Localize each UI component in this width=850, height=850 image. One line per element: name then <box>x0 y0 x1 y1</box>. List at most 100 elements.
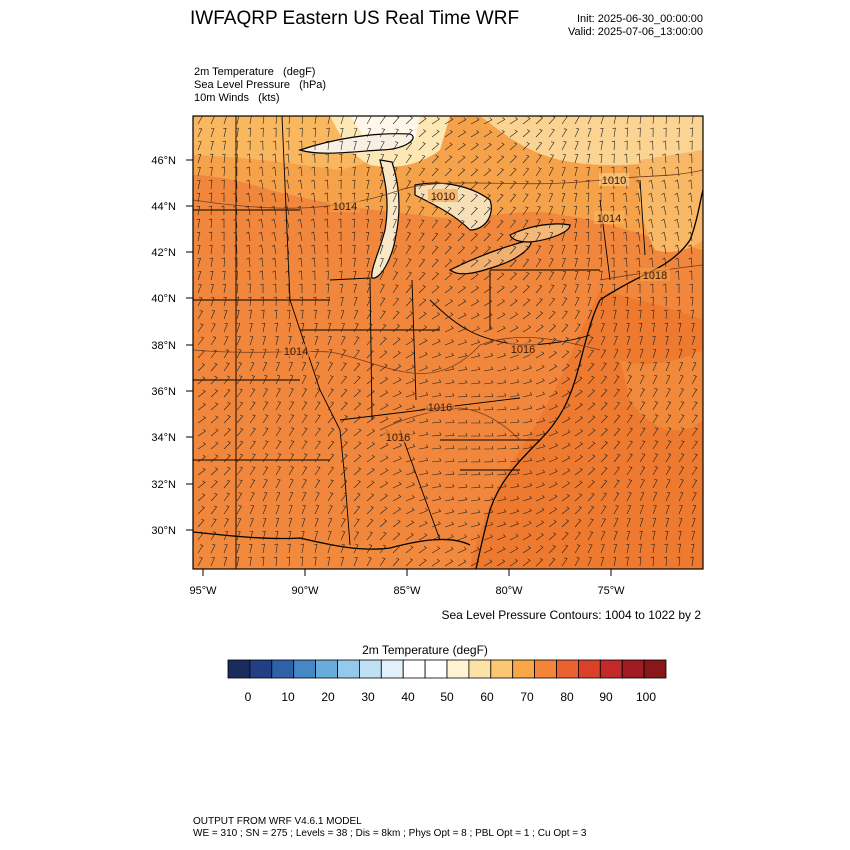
wind-barb <box>535 141 543 151</box>
lat-tick-36: 36°N <box>151 386 193 398</box>
wind-barb <box>210 492 218 502</box>
wind-barb <box>260 556 265 567</box>
wind-barb <box>561 442 571 450</box>
wind-barb <box>379 557 386 567</box>
wind-barb <box>573 231 578 242</box>
wind-barb <box>392 167 398 177</box>
wind-barb <box>444 534 454 541</box>
wind-barb <box>457 366 468 372</box>
wind-barb <box>262 414 269 424</box>
wind-barb <box>574 415 584 424</box>
wind-barb <box>245 231 251 242</box>
wind-barb <box>691 388 698 398</box>
wind-barb <box>470 496 481 502</box>
wind-barb <box>561 310 568 320</box>
wind-barb <box>288 518 293 528</box>
wind-barb <box>392 193 398 203</box>
wind-barb <box>561 519 570 528</box>
wind-barb <box>310 205 316 216</box>
wind-barb <box>509 405 520 411</box>
wind-barb <box>535 324 544 333</box>
wind-barb <box>431 483 442 489</box>
wind-barb <box>405 558 414 567</box>
lat-tick-38: 38°N <box>151 340 193 352</box>
wind-barb <box>470 509 481 515</box>
wind-barb <box>208 218 213 229</box>
wind-barb <box>674 231 680 242</box>
wind-barb <box>379 245 384 255</box>
wind-barb <box>196 205 201 216</box>
wind-barb <box>522 431 533 437</box>
wind-barb <box>223 127 227 138</box>
wind-barb <box>625 309 629 320</box>
wind-barb <box>288 335 292 346</box>
wind-barb <box>340 349 347 359</box>
wind-barb <box>483 168 492 177</box>
wind-barb <box>496 366 507 372</box>
wind-barb <box>675 270 680 281</box>
wind-barb <box>314 322 318 333</box>
wind-barb <box>405 364 415 372</box>
wind-barb <box>340 466 348 476</box>
lat-tick-44: 44°N <box>151 201 193 213</box>
wind-barb <box>311 166 316 177</box>
wind-barb <box>509 245 517 255</box>
wind-barb <box>298 140 303 151</box>
wind-barb <box>457 117 467 125</box>
wind-barb <box>613 309 617 320</box>
wind-barb <box>638 543 642 554</box>
wind-barb <box>624 127 629 138</box>
wind-barb <box>392 494 402 502</box>
wind-barb <box>301 414 308 424</box>
wind-barb <box>210 375 218 385</box>
wind-barb <box>483 471 494 476</box>
wind-barb <box>284 244 290 255</box>
wind-barb <box>691 440 698 450</box>
wind-barb <box>635 244 641 255</box>
wind-barb <box>275 427 282 437</box>
wind-barb <box>379 232 384 242</box>
wind-barb <box>405 351 415 359</box>
lat-tick-40: 40°N <box>151 293 193 305</box>
wind-barb <box>209 257 213 268</box>
wind-barb <box>431 312 441 320</box>
wind-barb <box>249 375 255 385</box>
wind-barb <box>260 127 264 138</box>
wind-barb <box>623 270 628 281</box>
wind-barb <box>379 297 386 307</box>
wind-barb <box>405 245 412 255</box>
wind-barb <box>353 454 362 463</box>
wind-barb <box>652 505 657 515</box>
wind-barb <box>496 180 504 190</box>
wind-barb <box>637 556 642 567</box>
wind-barb <box>587 375 595 385</box>
wind-barb <box>561 506 570 515</box>
wind-barb <box>366 480 375 489</box>
wind-barb <box>262 518 267 528</box>
wind-barb <box>249 518 254 528</box>
wind-barb <box>648 166 654 177</box>
wind-barb <box>470 339 481 346</box>
wind-barb <box>365 179 370 190</box>
wind-barb <box>197 376 206 385</box>
wind-barb <box>261 309 265 320</box>
wind-barb <box>275 401 282 411</box>
wind-barb <box>600 518 606 528</box>
wind-barb <box>340 518 346 528</box>
wind-barb <box>574 154 579 164</box>
wind-barb <box>418 545 427 554</box>
wind-barb <box>366 389 375 398</box>
wind-barb <box>284 205 290 216</box>
cb-tick-label-30: 30 <box>361 690 375 704</box>
wind-barb <box>379 376 389 385</box>
wind-barb <box>509 232 517 242</box>
wind-barb <box>444 458 455 463</box>
wind-barb <box>561 468 571 476</box>
wind-barb <box>689 283 693 294</box>
wind-barb <box>405 258 412 268</box>
wind-barb <box>222 283 227 294</box>
wind-barb <box>327 309 331 320</box>
wind-barb <box>327 453 335 463</box>
wind-barb <box>197 557 203 567</box>
latitude-axis: 46°N 44°N 42°N 40°N 38°N 36°N 34°N 32°N … <box>151 155 193 537</box>
